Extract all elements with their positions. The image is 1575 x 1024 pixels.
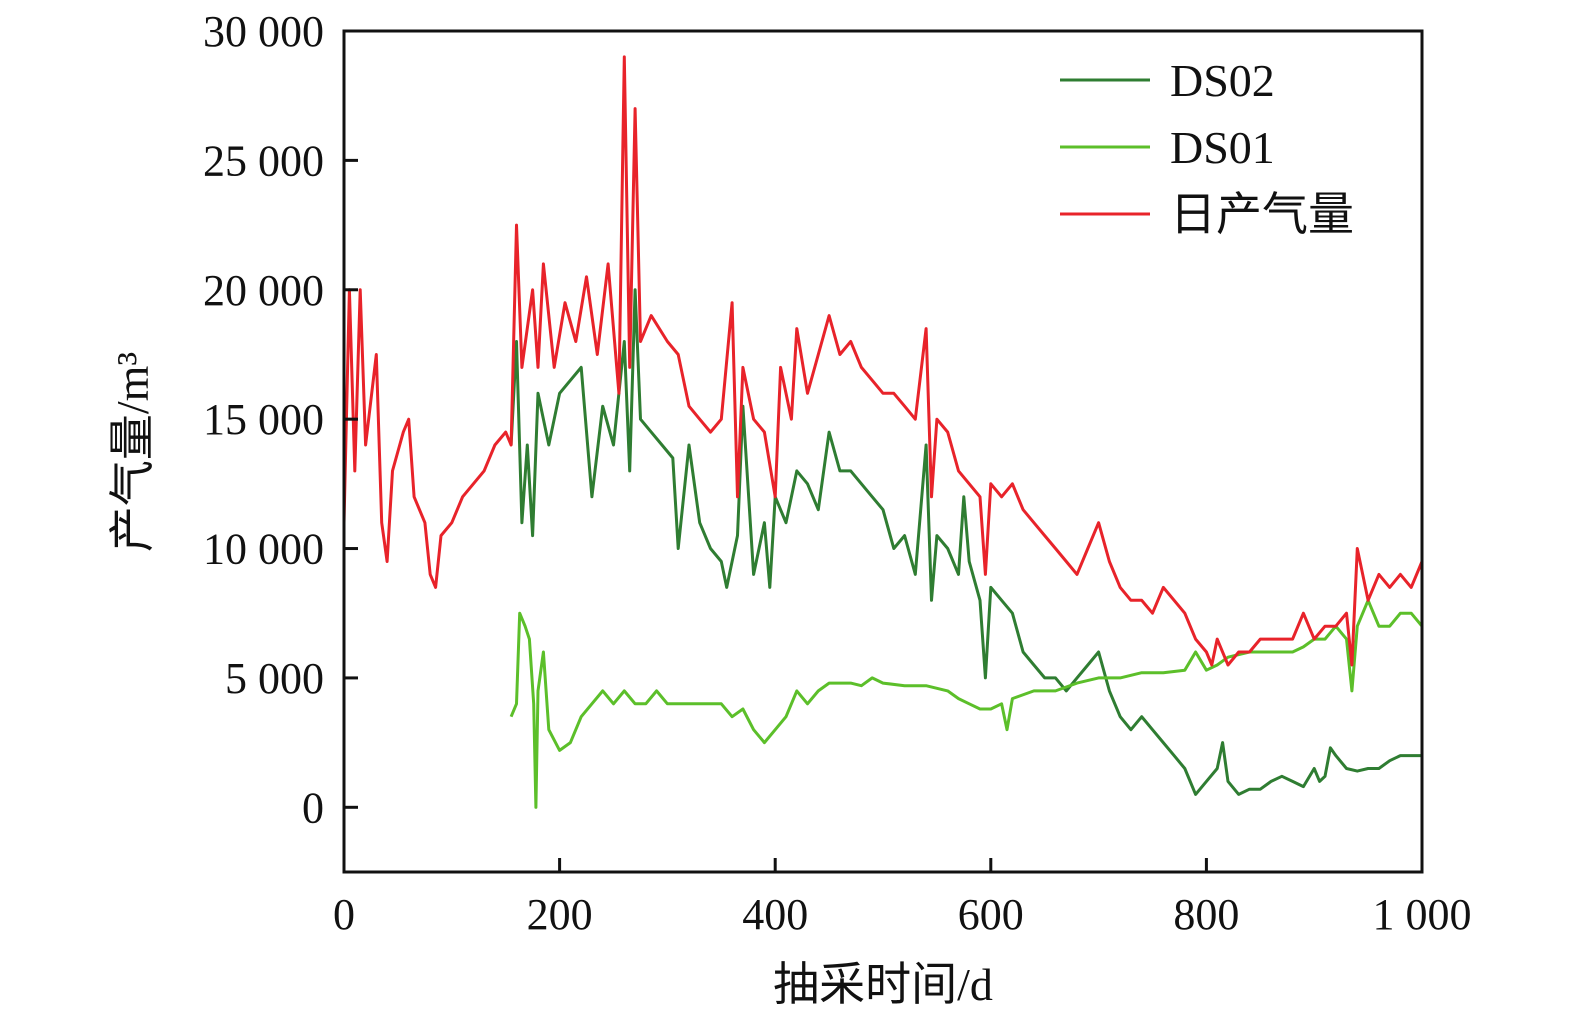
legend-label: DS02 — [1170, 55, 1275, 106]
y-tick-label: 15 000 — [203, 395, 324, 444]
plot-frame — [342, 29, 1424, 874]
x-tick-label: 200 — [527, 890, 593, 939]
legend-label: 日产气量 — [1170, 189, 1354, 240]
x-tick-label: 800 — [1173, 890, 1239, 939]
x-tick-label: 0 — [333, 890, 355, 939]
y-tick-label: 5 000 — [225, 654, 324, 703]
legend-label: DS01 — [1170, 122, 1275, 173]
x-tick-label: 1 000 — [1373, 890, 1472, 939]
y-tick-label: 0 — [302, 783, 324, 832]
y-tick-label: 25 000 — [203, 136, 324, 185]
y-tick-label: 10 000 — [203, 525, 324, 574]
series-line-1 — [509, 598, 1424, 809]
x-axis-label: 抽采时间/d — [773, 959, 993, 1010]
x-tick-label: 400 — [742, 890, 808, 939]
y-tick-label: 30 000 — [203, 7, 324, 56]
legend: DS02 DS01 日产气量 — [1060, 55, 1354, 240]
series-layer — [342, 55, 1424, 809]
y-tick-label: 20 000 — [203, 266, 324, 315]
x-tick-label: 600 — [958, 890, 1024, 939]
series-line-2 — [342, 55, 1424, 667]
ticks-layer: 0 200 400 600 800 1 000 0 5 000 10 000 15 000 20 0… — [203, 7, 1472, 939]
series-line-0 — [509, 288, 1422, 796]
y-axis-label: 产气量/m³ — [107, 352, 158, 552]
